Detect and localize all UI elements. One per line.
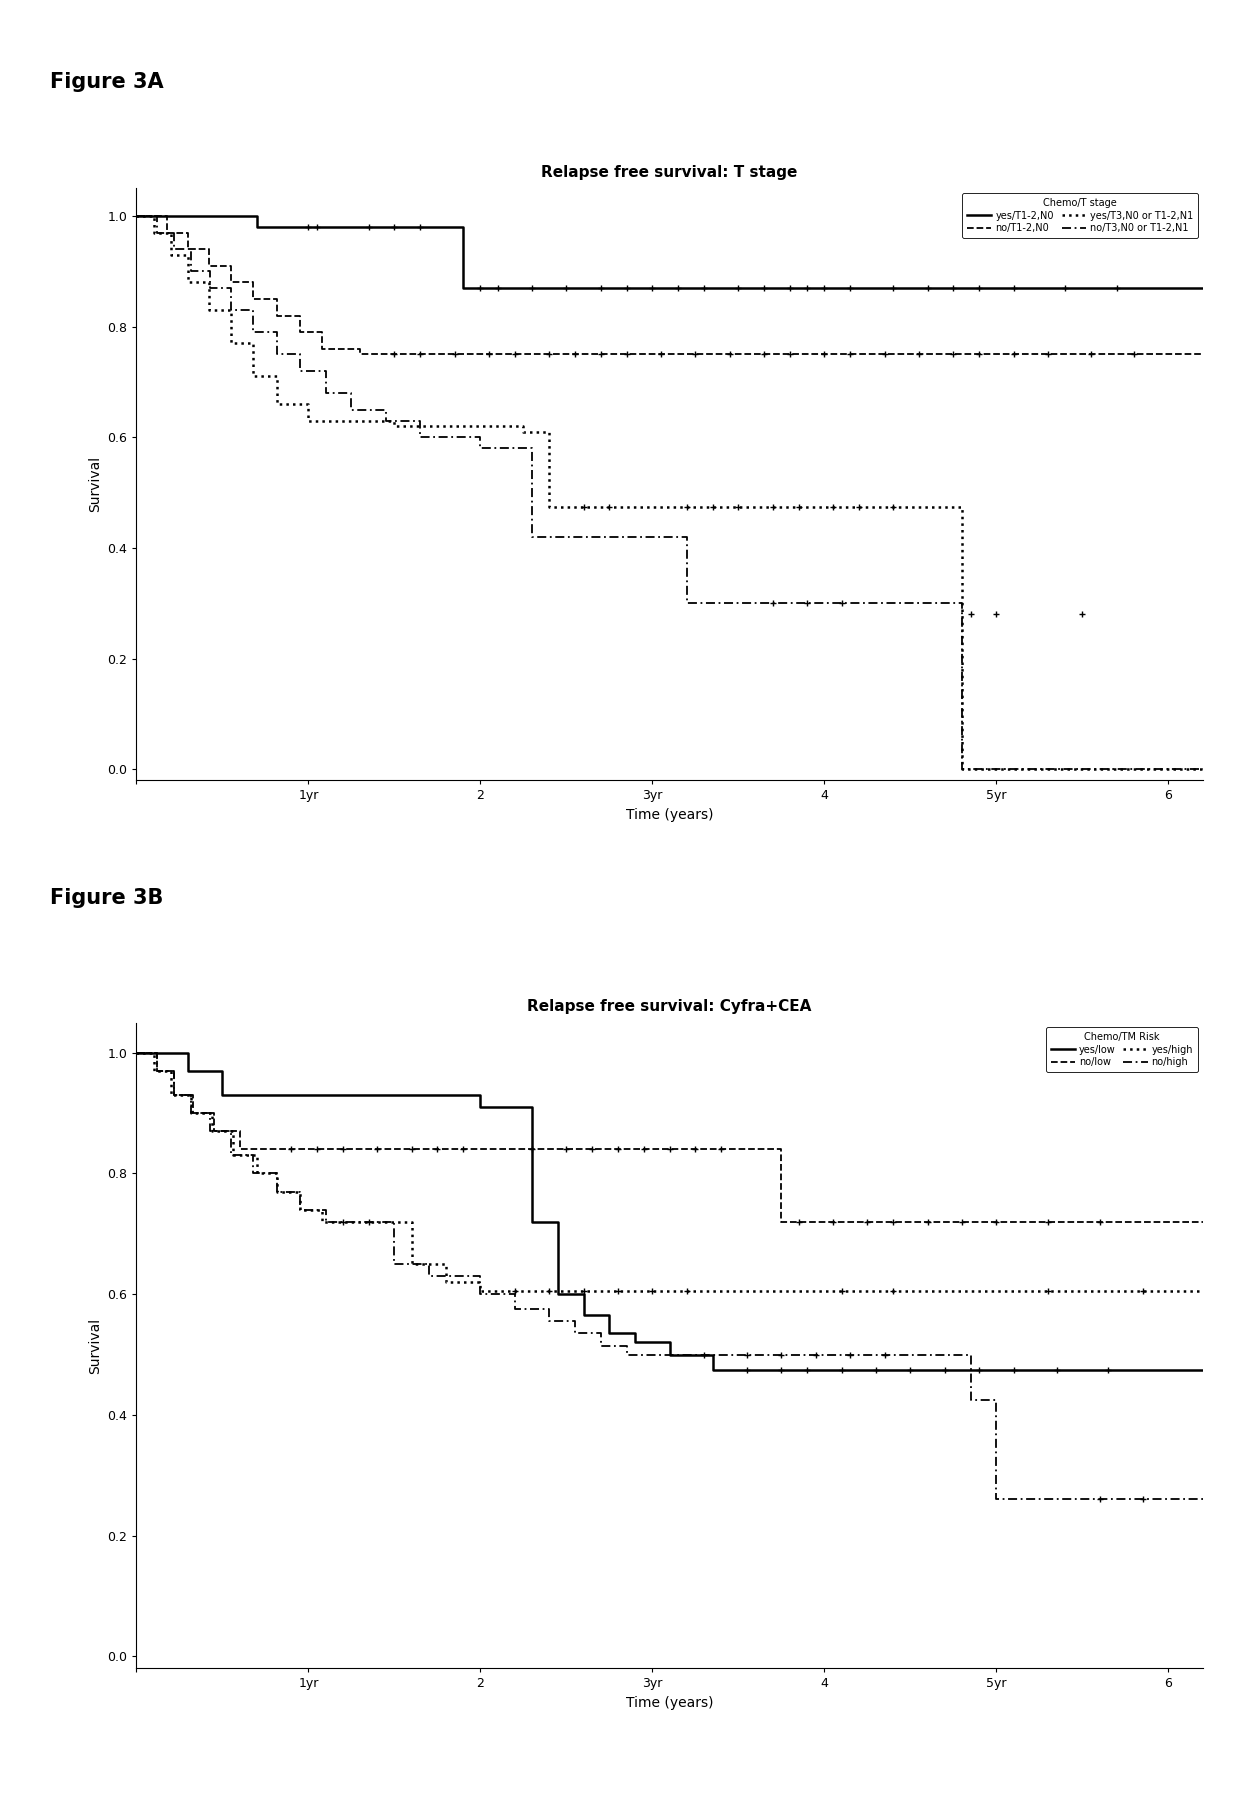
Text: Figure 3A: Figure 3A — [50, 72, 164, 91]
Y-axis label: Survival: Survival — [88, 1317, 102, 1374]
Legend: yes/low, no/low, yes/high, no/high: yes/low, no/low, yes/high, no/high — [1045, 1028, 1198, 1073]
Title: Relapse free survival: Cyfra+CEA: Relapse free survival: Cyfra+CEA — [527, 999, 812, 1014]
Legend: yes/T1-2,N0, no/T1-2,N0, yes/T3,N0 or T1-2,N1, no/T3,N0 or T1-2,N1: yes/T1-2,N0, no/T1-2,N0, yes/T3,N0 or T1… — [962, 194, 1198, 239]
Text: Figure 3B: Figure 3B — [50, 888, 162, 908]
Title: Relapse free survival: T stage: Relapse free survival: T stage — [542, 165, 797, 179]
X-axis label: Time (years): Time (years) — [626, 1695, 713, 1710]
Y-axis label: Survival: Survival — [88, 456, 102, 513]
X-axis label: Time (years): Time (years) — [626, 807, 713, 822]
